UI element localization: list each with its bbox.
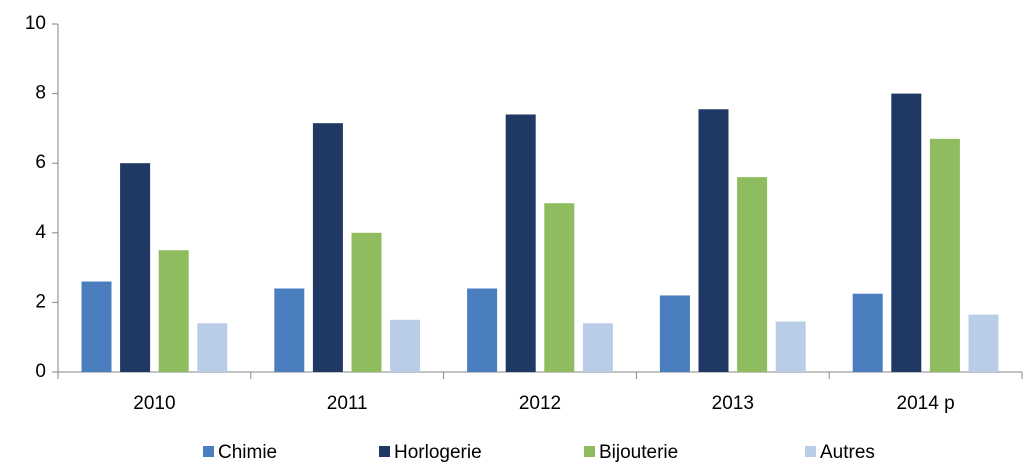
bar [120,163,151,372]
bar [737,177,768,372]
legend-label: Horlogerie [394,442,482,463]
y-tick-label: 4 [35,222,46,243]
bar [968,314,999,372]
bar [274,288,305,372]
bar [582,323,613,372]
bar [81,281,112,372]
bar [158,250,189,372]
legend-label: Autres [820,442,875,463]
legend-swatch [379,446,390,457]
y-tick-label: 10 [25,13,46,34]
bar [929,138,960,372]
bar [197,323,228,372]
legend-label: Chimie [218,442,277,463]
x-tick-label: 2014 p [897,393,955,414]
y-tick-label: 2 [35,291,46,312]
bar [505,114,536,372]
bar [698,109,729,372]
x-tick-label: 2010 [133,393,175,414]
bar [351,232,382,372]
bar [775,321,806,372]
bar [852,293,883,372]
bar [467,288,498,372]
legend-swatch [584,446,595,457]
x-tick-label: 2013 [712,393,754,414]
y-tick-label: 0 [35,361,46,382]
x-tick-label: 2012 [519,393,561,414]
bar [312,123,343,373]
x-tick-label: 2011 [327,393,368,414]
legend-swatch [805,446,816,457]
legend-label: Bijouterie [599,442,678,463]
bar [891,93,922,372]
bar [544,203,575,372]
legend-swatch [203,446,214,457]
bar [390,319,421,372]
bar [659,295,690,372]
y-tick-label: 6 [35,152,46,173]
y-tick-label: 8 [35,83,46,104]
